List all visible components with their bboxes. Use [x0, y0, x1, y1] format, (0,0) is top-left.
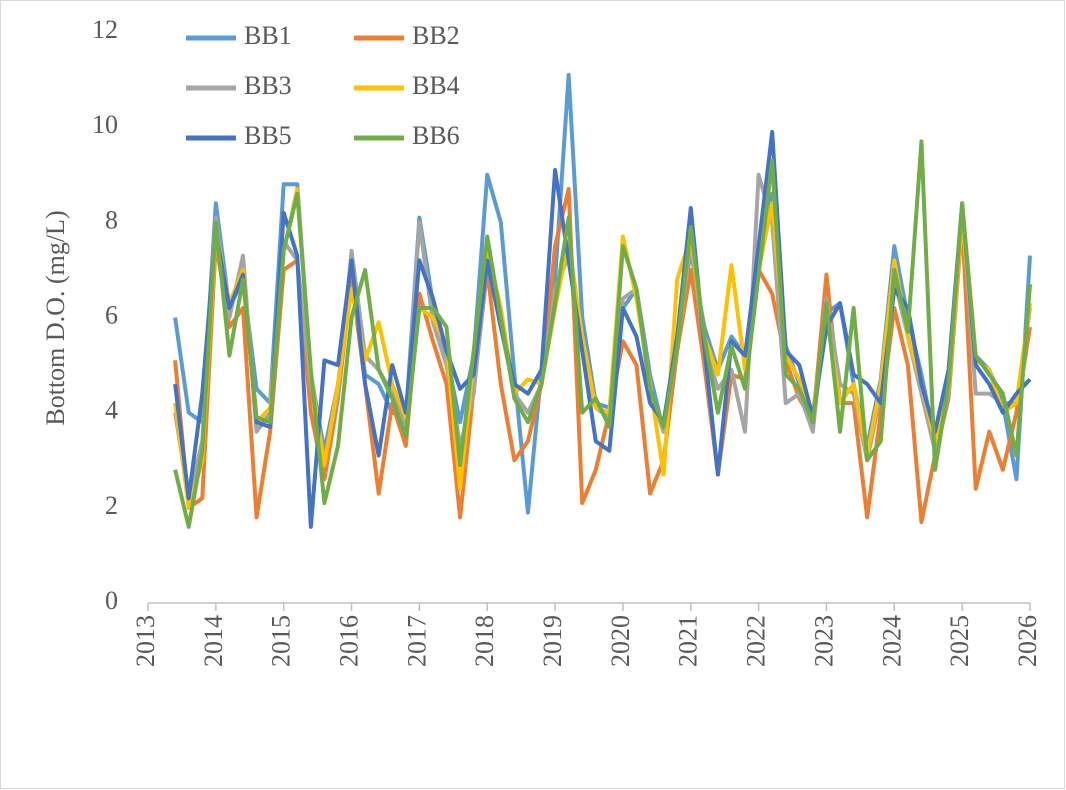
y-tick-label: 6: [105, 300, 118, 329]
y-tick-label: 0: [105, 586, 118, 615]
legend-label: BB1: [244, 21, 292, 50]
x-tick-label: 2015: [267, 615, 296, 667]
y-tick-label: 8: [105, 205, 118, 234]
x-tick-label: 2026: [1013, 615, 1042, 667]
x-tick-label: 2025: [945, 615, 974, 667]
y-tick-label: 4: [105, 396, 118, 425]
legend-label: BB4: [412, 71, 460, 100]
legend-label: BB2: [412, 21, 460, 50]
x-tick-label: 2021: [674, 615, 703, 667]
x-tick-label: 2014: [199, 615, 228, 667]
x-tick-label: 2024: [877, 615, 906, 667]
legend-label: BB3: [244, 71, 292, 100]
x-tick-label: 2017: [402, 615, 431, 667]
legend-label: BB5: [244, 121, 292, 150]
x-tick-label: 2018: [470, 615, 499, 667]
y-axis-label: Bottom D.O. (mg/L): [41, 210, 70, 425]
series-line: [173, 139, 1032, 529]
x-tick-label: 2013: [131, 615, 160, 667]
y-tick-label: 12: [92, 15, 118, 44]
x-tick-label: 2019: [538, 615, 567, 667]
x-tick-label: 2016: [335, 615, 364, 667]
x-tick-label: 2022: [742, 615, 771, 667]
y-tick-label: 2: [105, 491, 118, 520]
legend-label: BB6: [412, 121, 460, 150]
x-tick-label: 2020: [606, 615, 635, 667]
x-tick-label: 2023: [809, 615, 838, 667]
y-tick-label: 10: [92, 110, 118, 139]
